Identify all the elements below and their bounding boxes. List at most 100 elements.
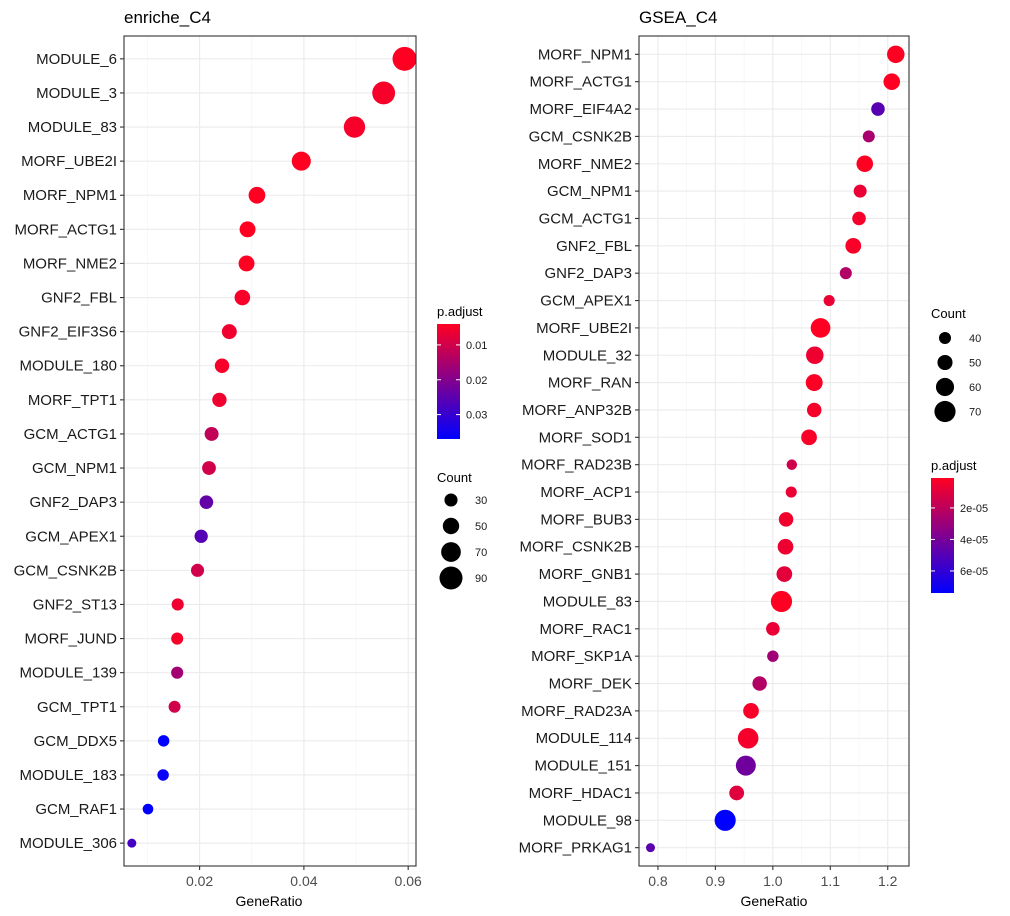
data-point (214, 358, 230, 373)
data-point (845, 237, 862, 254)
y-tick-label: MORF_UBE2I (536, 320, 632, 337)
data-point (234, 289, 251, 306)
x-axis-label: GeneRatio (236, 893, 303, 909)
size-legend-key (442, 517, 460, 535)
data-point (778, 512, 794, 527)
data-point (766, 622, 780, 636)
y-tick-label: MORF_RAC1 (539, 621, 632, 638)
y-tick-label: MORF_NME2 (23, 255, 117, 272)
size-legend-label: 90 (475, 573, 487, 585)
data-point (714, 809, 736, 831)
color-bar-label: 0.02 (466, 375, 487, 387)
color-bar-label: 4e-05 (960, 534, 988, 546)
y-tick-label: MODULE_183 (19, 767, 117, 784)
y-tick-label: GNF2_DAP3 (29, 494, 117, 511)
color-bar (931, 478, 954, 593)
size-legend-key (439, 566, 463, 590)
size-legend-label: 30 (475, 495, 487, 507)
data-point (212, 392, 227, 407)
y-tick-label: GCM_NPM1 (32, 460, 117, 477)
x-tick-label: 0.8 (648, 873, 668, 889)
y-tick-label: GCM_APEX1 (25, 528, 117, 545)
size-legend-label: 60 (969, 382, 981, 394)
y-tick-label: MORF_NPM1 (23, 187, 117, 204)
data-point (735, 755, 756, 776)
x-tick-label: 1.2 (878, 873, 898, 889)
data-point (856, 155, 874, 173)
data-point (238, 255, 255, 272)
size-legend-label: 70 (475, 547, 487, 559)
data-point (743, 703, 759, 719)
color-bar-label: 0.03 (466, 410, 487, 422)
data-point (221, 324, 237, 340)
chart-title: GSEA_C4 (639, 8, 717, 27)
y-tick-label: GCM_ACTG1 (539, 210, 632, 227)
panel-enriche-c4: enriche_C4 MODULE_6 MODULE_3 MODULE_83 MORF… (14, 8, 488, 909)
data-point (194, 529, 208, 543)
y-tick-label: MORF_NPM1 (538, 46, 632, 63)
data-point (862, 130, 875, 143)
y-tick-label: MORF_SKP1A (531, 648, 632, 665)
y-tick-label: GCM_RAF1 (35, 801, 117, 818)
y-tick-label: GNF2_DAP3 (544, 265, 632, 282)
data-point (142, 803, 154, 815)
y-tick-label: GCM_APEX1 (540, 293, 632, 310)
size-legend-key (934, 400, 956, 423)
y-tick-label: MODULE_306 (19, 835, 117, 852)
data-point (805, 374, 823, 392)
x-tick-label: 1.0 (763, 873, 783, 889)
data-point (823, 294, 835, 307)
y-tick-label: MORF_RAN (548, 375, 632, 392)
size-legend-label: 50 (969, 358, 981, 370)
data-point (372, 81, 396, 105)
data-point (190, 563, 205, 577)
y-tick-label: MORF_DEK (549, 676, 632, 693)
data-point (806, 402, 822, 418)
x-axis: 0.8 0.9 1.0 1.1 1.2 (648, 866, 898, 889)
y-tick-label: GCM_ACTG1 (24, 426, 117, 443)
data-point (171, 632, 184, 645)
y-tick-label: MORF_JUND (25, 631, 118, 648)
y-tick-label: GCM_NPM1 (547, 183, 632, 200)
y-tick-label: MORF_RAD23A (521, 703, 632, 720)
data-point (392, 46, 417, 71)
size-legend-key (937, 354, 953, 371)
plot-frame (638, 35, 910, 867)
y-tick-label: MORF_ANP32B (522, 402, 632, 419)
y-tick-label: GCM_CSNK2B (14, 562, 117, 579)
y-tick-label: MODULE_6 (36, 51, 117, 68)
y-tick-label: MORF_SOD1 (539, 429, 632, 446)
data-point (291, 151, 311, 171)
data-point (801, 429, 817, 446)
legend-title: p.adjust (931, 458, 977, 473)
panel-gsea-c4: GSEA_C4 MORF_NPM1 MORF_ACTG1 MORF_EIF4A2 GC… (519, 8, 989, 909)
data-point (157, 769, 169, 781)
color-bar-label: 0.01 (466, 340, 487, 352)
color-bar-ticks: 2e-05 4e-05 6e-05 (931, 503, 988, 578)
y-tick-label: MODULE_180 (19, 358, 117, 375)
color-bar-ticks: 0.01 0.02 0.03 (437, 340, 487, 422)
legend-title: Count (437, 470, 472, 485)
y-tick-label: GNF2_FBL (556, 238, 632, 255)
y-tick-label: MORF_TPT1 (28, 392, 117, 409)
data-point (777, 538, 794, 555)
y-axis: MORF_NPM1 MORF_ACTG1 MORF_EIF4A2 GCM_CSNK2B… (519, 46, 639, 857)
legend-p-adjust: p.adjust 2e-05 4e-05 6e-05 (931, 458, 988, 593)
chart-title: enriche_C4 (124, 8, 211, 27)
y-tick-label: MORF_ACTG1 (14, 221, 117, 238)
y-tick-label: MODULE_83 (28, 119, 117, 136)
size-legend-label: 70 (969, 407, 981, 419)
data-point (239, 221, 256, 238)
data-point (204, 426, 219, 441)
data-point (839, 267, 852, 280)
y-tick-label: GCM_TPT1 (37, 699, 117, 716)
color-bar-label: 6e-05 (960, 566, 988, 578)
data-points (127, 46, 417, 848)
y-tick-label: MORF_PRKAG1 (519, 840, 632, 857)
y-tick-label: GNF2_FBL (41, 290, 117, 307)
data-point (806, 346, 824, 365)
y-tick-label: MODULE_32 (543, 347, 632, 364)
color-bar-label: 2e-05 (960, 503, 988, 515)
data-point (776, 566, 793, 582)
